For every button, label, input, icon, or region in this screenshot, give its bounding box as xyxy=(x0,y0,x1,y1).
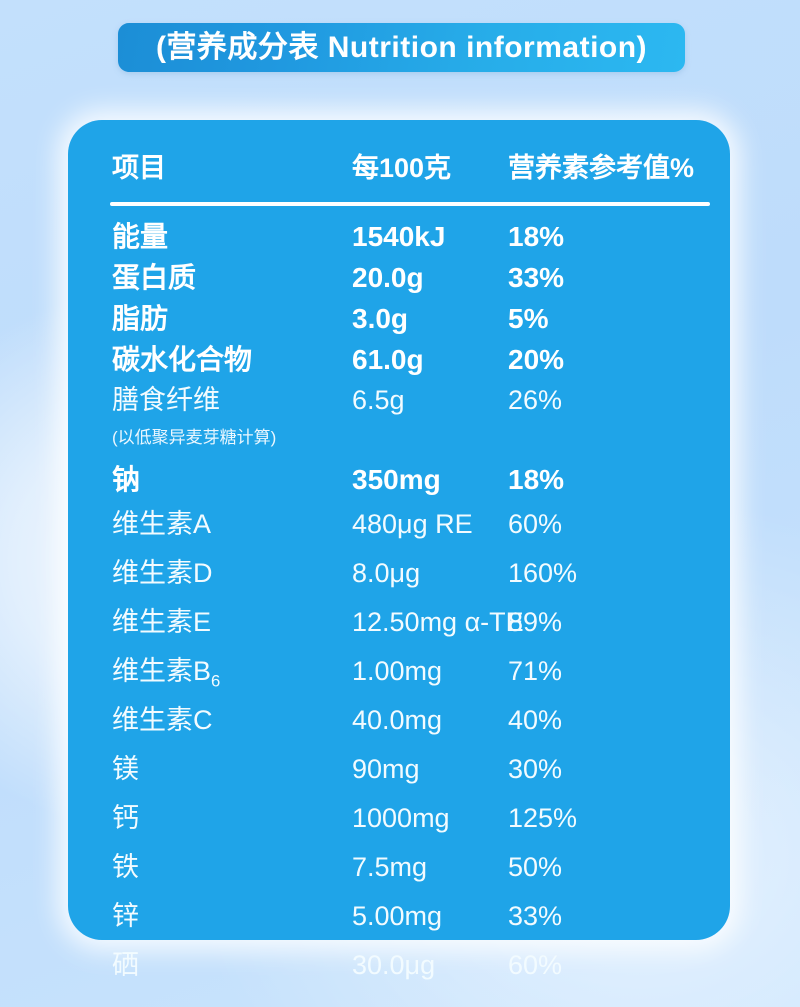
table-row: 维生素E 12.50mg α-TE 89% xyxy=(68,598,730,647)
row-value-per-100g: 6.5g xyxy=(352,385,405,415)
row-value-per-100g: 480μg RE xyxy=(352,509,473,539)
row-value-nrv: 60% xyxy=(508,509,563,539)
table-row: 蛋白质 20.0g 33% xyxy=(68,257,730,298)
row-value-nrv: 18% xyxy=(508,464,565,495)
row-item-subscript: 6 xyxy=(211,671,221,691)
row-value-nrv: 50% xyxy=(508,852,563,882)
dietary-fiber-footnote: (以低聚异麦芽糖计算) xyxy=(112,428,277,447)
table-row: 硒 30.0μg 60% xyxy=(68,941,730,990)
row-value-nrv: 33% xyxy=(508,262,565,293)
nutrition-table-panel: 项目 每100克 营养素参考值% 能量 1540kJ 18% 蛋白质 20.0g 33% 脂… xyxy=(68,120,730,980)
row-value-per-100g: 1.00mg xyxy=(352,656,443,686)
row-value-per-100g: 350mg xyxy=(352,464,441,495)
table-row: 钙 1000mg 125% xyxy=(68,794,730,843)
header-per-100g: 每100克 xyxy=(352,153,452,183)
row-value-nrv: 30% xyxy=(508,754,563,784)
row-value-per-100g: 7.5mg xyxy=(352,852,428,882)
row-value-per-100g: 12.50mg α-TE xyxy=(352,607,524,637)
row-item-label: 能量 xyxy=(112,221,169,252)
row-item-label: 维生素E xyxy=(112,607,212,637)
table-row: 维生素C 40.0mg 40% xyxy=(68,696,730,745)
row-value-nrv: 20% xyxy=(508,344,565,375)
nutrition-title-banner: (营养成分表 Nutrition information) xyxy=(118,23,685,72)
row-item-label: 维生素C xyxy=(112,705,213,735)
table-row: 维生素A 480μg RE 60% xyxy=(68,500,730,549)
row-item-label: 铁 xyxy=(112,852,139,882)
row-value-nrv: 40% xyxy=(508,705,563,735)
table-row: 钠 350mg 18% xyxy=(68,459,730,500)
row-value-per-100g: 30.0μg xyxy=(352,950,436,980)
row-item-label: 维生素B6 xyxy=(112,656,221,691)
nutrition-table: 项目 每100克 营养素参考值% 能量 1540kJ 18% 蛋白质 20.0g 33% 脂… xyxy=(68,120,730,980)
header-item: 项目 xyxy=(112,153,166,183)
row-item-label: 钠 xyxy=(112,464,141,495)
row-value-nrv: 33% xyxy=(508,901,563,931)
table-row: 维生素D 8.0μg 160% xyxy=(68,549,730,598)
row-item-label: 蛋白质 xyxy=(112,262,197,293)
row-value-per-100g: 8.0μg xyxy=(352,558,421,588)
row-value-per-100g: 40.0mg xyxy=(352,705,443,735)
row-value-nrv: 71% xyxy=(508,656,563,686)
row-item-label: 锌 xyxy=(112,901,139,931)
row-item-label: 钙 xyxy=(112,803,139,833)
header-divider xyxy=(110,202,710,206)
row-value-nrv: 18% xyxy=(508,221,565,252)
table-header-row: 项目 每100克 营养素参考值% xyxy=(68,147,730,189)
row-value-nrv: 60% xyxy=(508,950,563,980)
row-value-per-100g: 90mg xyxy=(352,754,420,784)
row-value-nrv: 26% xyxy=(508,385,563,415)
table-row: 锌 5.00mg 33% xyxy=(68,892,730,941)
row-item-label: 碳水化合物 xyxy=(112,344,253,375)
row-value-nrv: 125% xyxy=(508,803,578,833)
row-item-label: 维生素D xyxy=(112,558,213,588)
row-item-label: 维生素A xyxy=(112,509,212,539)
table-row: 能量 1540kJ 18% xyxy=(68,216,730,257)
table-row: 脂肪 3.0g 5% xyxy=(68,298,730,339)
table-row: 膳食纤维 6.5g 26% xyxy=(68,380,730,421)
row-value-per-100g: 3.0g xyxy=(352,303,409,334)
table-body: 能量 1540kJ 18% 蛋白质 20.0g 33% 脂肪 3.0g 5% 碳水化合物 61.0g… xyxy=(68,216,730,990)
row-value-nrv: 160% xyxy=(508,558,578,588)
table-row: 维生素B6 1.00mg 71% xyxy=(68,647,730,696)
nutrition-title-text: (营养成分表 Nutrition information) xyxy=(155,30,648,64)
row-item-label: 硒 xyxy=(112,950,139,980)
table-row: 铁 7.5mg 50% xyxy=(68,843,730,892)
row-value-per-100g: 61.0g xyxy=(352,344,424,375)
row-item-label: 膳食纤维 xyxy=(112,385,220,415)
row-item-label: 镁 xyxy=(112,754,139,784)
row-value-per-100g: 1000mg xyxy=(352,803,450,833)
row-value-per-100g: 20.0g xyxy=(352,262,424,293)
table-row: 镁 90mg 30% xyxy=(68,745,730,794)
table-row: 碳水化合物 61.0g 20% xyxy=(68,339,730,380)
row-item-label: 脂肪 xyxy=(112,303,169,334)
row-value-nrv: 5% xyxy=(508,303,549,334)
footnote-row: (以低聚异麦芽糖计算) xyxy=(68,421,730,459)
row-value-per-100g: 1540kJ xyxy=(352,221,446,252)
row-value-per-100g: 5.00mg xyxy=(352,901,443,931)
row-value-nrv: 89% xyxy=(508,607,563,637)
header-nrv: 营养素参考值% xyxy=(508,153,695,183)
